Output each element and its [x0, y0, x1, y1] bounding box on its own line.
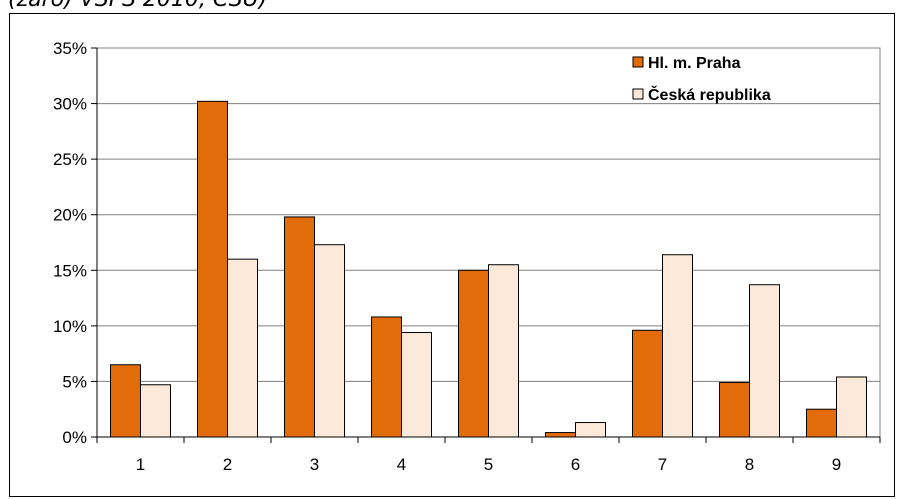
y-tick-label: 15%	[53, 261, 87, 280]
x-tick-label: 2	[223, 455, 232, 474]
y-tick-label: 35%	[53, 39, 87, 58]
legend-label-cr: Česká republika	[648, 85, 771, 104]
bar-cr-2	[227, 258, 258, 438]
bar-cr-6	[575, 422, 606, 438]
bar-praha-6	[545, 432, 576, 438]
bar-praha-8	[719, 382, 750, 438]
bar-praha-9	[806, 408, 837, 438]
chart-caption-fragment: (zaro) VSPS 2010, ČSÚ)	[8, 0, 267, 12]
y-tick-label: 30%	[53, 95, 87, 114]
bar-cr-4	[401, 332, 432, 438]
legend: Hl. m. Praha Česká republika	[632, 55, 771, 104]
bar-praha-5	[458, 269, 489, 438]
x-tick-label: 1	[136, 455, 145, 474]
y-tick-label: 0%	[62, 428, 87, 447]
bar-praha-7	[632, 329, 663, 438]
bar-cr-3	[314, 244, 345, 438]
bar-cr-9	[836, 376, 867, 438]
x-tick-label: 3	[310, 455, 319, 474]
y-tick-label: 5%	[62, 372, 87, 391]
bars	[110, 100, 867, 438]
y-tick-label: 20%	[53, 206, 87, 225]
bar-praha-3	[284, 216, 315, 438]
legend-swatch-cr	[632, 88, 644, 100]
legend-swatch-praha	[632, 56, 644, 68]
bar-cr-7	[662, 254, 693, 438]
x-tick-label: 6	[571, 455, 580, 474]
x-tick-label: 9	[832, 455, 841, 474]
legend-label-praha: Hl. m. Praha	[648, 55, 741, 72]
axes: 0% 5% 10% 15% 20% 25% 30% 35% 1 2 3 4 5 6 7 8 9	[53, 39, 881, 474]
y-tick-label: 25%	[53, 150, 87, 169]
x-tick-label: 5	[484, 455, 493, 474]
bar-cr-8	[749, 284, 780, 438]
x-tick-label: 8	[745, 455, 754, 474]
bar-praha-1	[110, 364, 141, 438]
bar-cr-1	[140, 384, 171, 438]
bar-cr-5	[488, 264, 519, 438]
y-tick-label: 10%	[53, 317, 87, 336]
x-tick-label: 4	[397, 455, 406, 474]
bar-praha-2	[197, 100, 228, 438]
x-tick-label: 7	[658, 455, 667, 474]
bar-praha-4	[371, 316, 402, 438]
